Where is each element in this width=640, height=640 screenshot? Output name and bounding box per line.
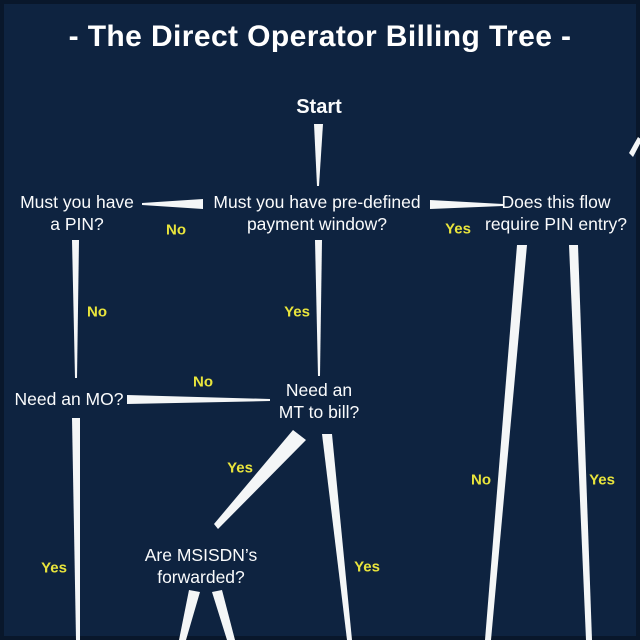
- edge-label-window-down: Yes: [284, 303, 310, 321]
- arrow-window-to-pin-icon: [142, 199, 203, 209]
- edge-label-mt-to-msisdn: Yes: [227, 459, 253, 477]
- node-start: Start: [296, 96, 342, 118]
- arrow-mt-to-msisdn-icon: [214, 430, 306, 529]
- edge-label-mt-down: Yes: [354, 558, 380, 576]
- node-mo-question: Need an MO?: [14, 389, 124, 409]
- node-pin-entry-question: Does this flow require PIN entry?: [484, 192, 628, 234]
- edge-label-pin-down: No: [87, 303, 107, 321]
- arrow-msisdn-right-down-icon: [212, 590, 235, 640]
- arrow-edge-sliver-icon: [629, 137, 640, 157]
- arrow-msisdn-left-down-icon: [179, 590, 200, 640]
- arrow-start-down-icon: [314, 124, 323, 186]
- arrow-pin-entry-no-down-icon: [485, 245, 527, 640]
- edge-label-mo-down: Yes: [41, 559, 67, 577]
- arrow-pin-down-icon: [72, 240, 79, 378]
- node-pin-question: Must you have a PIN?: [20, 192, 134, 234]
- arrow-mo-down-icon: [72, 418, 80, 640]
- edge-label-mo-to-mt: No: [193, 373, 213, 391]
- node-mt-question: Need an MT to bill?: [278, 380, 360, 422]
- edge-label-window-to-pin-entry: Yes: [445, 220, 471, 238]
- edge-label-pin-entry-no: No: [471, 471, 491, 489]
- page-title: - The Direct Operator Billing Tree -: [68, 20, 572, 53]
- edge-label-pin-entry-yes: Yes: [589, 471, 615, 489]
- node-msisdn-question: Are MSISDN’s forwarded?: [144, 545, 258, 587]
- arrow-pin-entry-yes-down-icon: [569, 245, 592, 640]
- arrow-mo-to-mt-icon: [127, 395, 270, 404]
- node-payment-window-question: Must you have pre-defined payment window…: [213, 192, 421, 234]
- arrow-window-to-pin-entry-icon: [430, 200, 503, 209]
- arrow-window-down-icon: [315, 240, 322, 376]
- edge-label-window-to-pin: No: [166, 221, 186, 239]
- arrow-mt-down-icon: [322, 434, 352, 640]
